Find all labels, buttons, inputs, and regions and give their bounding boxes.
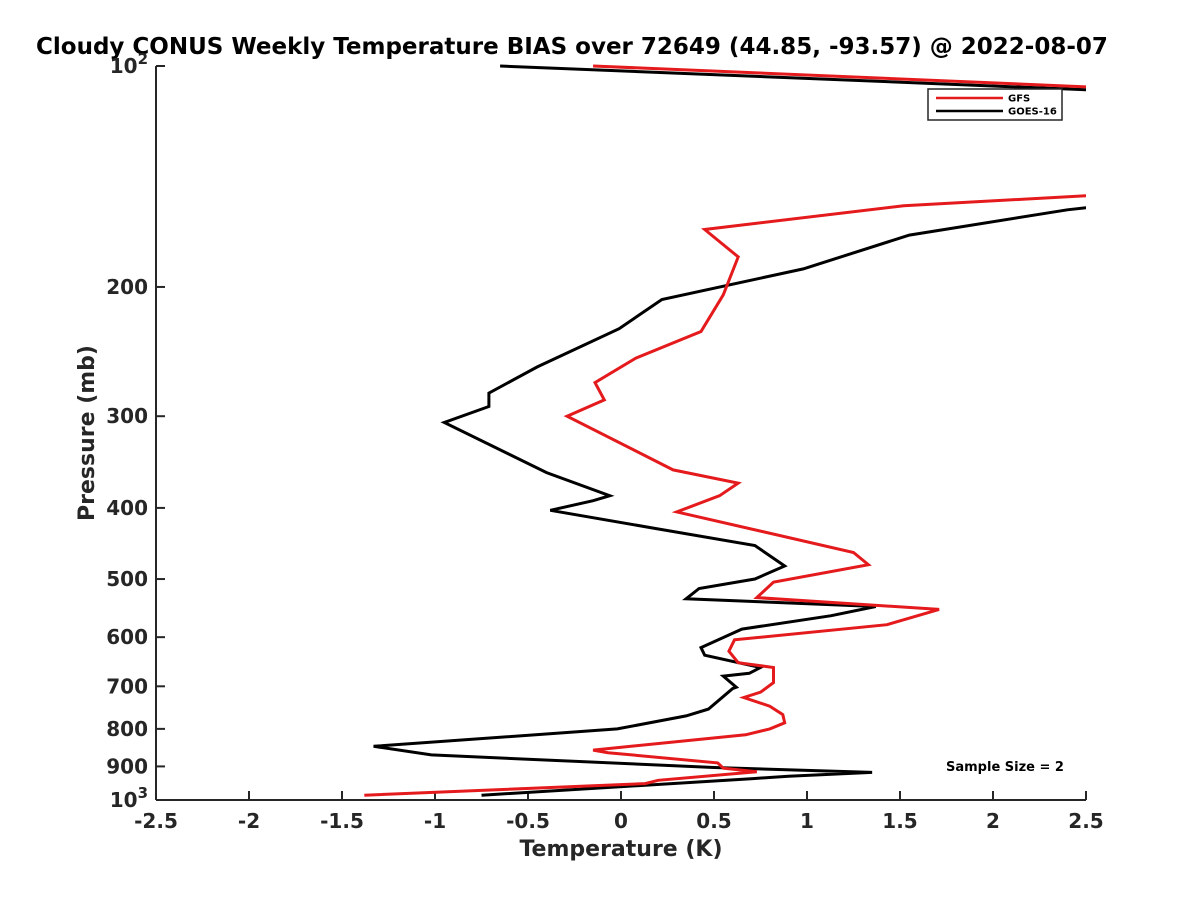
y-tick-label: 900 [106, 754, 148, 778]
x-axis-ticks: -2.5 -2 -1.5 -1 -0.5 0 0.5 1 1.5 2 2.5 [134, 791, 1104, 833]
x-tick-label: -2.5 [134, 809, 178, 833]
x-tick-label: 2 [986, 809, 1000, 833]
x-tick-label: 1 [800, 809, 814, 833]
y-tick-label: 800 [106, 717, 148, 741]
chart-title: Cloudy CONUS Weekly Temperature BIAS ove… [36, 34, 1108, 60]
x-axis-label: Temperature (K) [519, 837, 722, 862]
y-tick-label: 200 [106, 275, 148, 299]
x-tick-label: 0.5 [696, 809, 731, 833]
y-axis-label: Pressure (mb) [75, 345, 100, 521]
legend-label: GOES-16 [1008, 107, 1057, 118]
sample-size-annotation: Sample Size = 2 [946, 760, 1064, 775]
y-tick-label: 103 [110, 784, 148, 812]
x-tick-label: -2 [238, 809, 260, 833]
x-tick-label: -0.5 [506, 809, 550, 833]
legend-box [927, 88, 1063, 121]
x-tick-label: -1.5 [320, 809, 364, 833]
y-tick-label: 400 [106, 496, 148, 520]
series-line-gfs [364, 64, 1086, 797]
x-tick-label: 2.5 [1068, 809, 1103, 833]
legend: GFS GOES-16 [927, 88, 1063, 121]
x-tick-label: 1.5 [882, 809, 917, 833]
y-axis-ticks: 102 200 300 400 500 600 700 800 900 103 [106, 50, 165, 812]
y-tick-label: 102 [110, 50, 148, 78]
y-tick-label: 500 [106, 567, 148, 591]
y-tick-label: 300 [106, 404, 148, 428]
legend-label: GFS [1008, 94, 1030, 105]
x-tick-label: -1 [424, 809, 446, 833]
y-tick-label: 700 [106, 674, 148, 698]
series-layer [364, 64, 1086, 797]
y-tick-label: 600 [106, 625, 148, 649]
x-tick-label: 0 [614, 809, 628, 833]
series-line-goes-16 [373, 64, 1086, 797]
